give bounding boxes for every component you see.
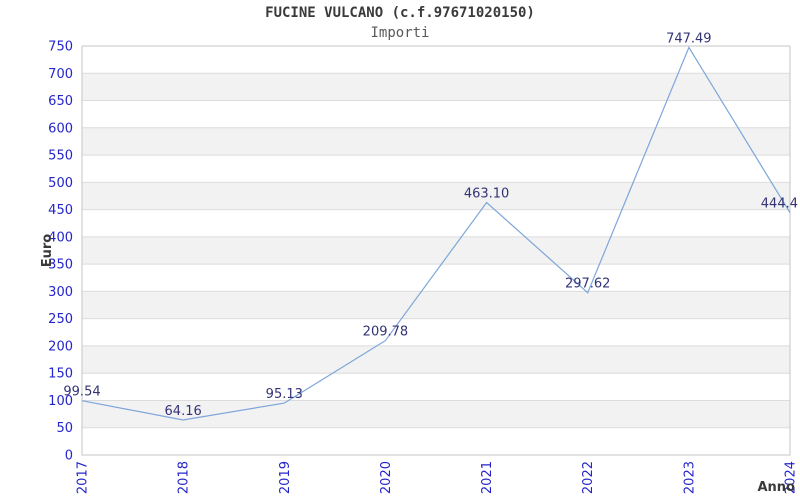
y-tick-label: 400 (48, 230, 73, 245)
y-tick-label: 500 (48, 176, 73, 191)
y-tick-label: 250 (48, 312, 73, 327)
point-label: 463.10 (464, 186, 510, 201)
y-tick-label: 450 (48, 203, 73, 218)
chart-title: FUCINE VULCANO (c.f.97671020150) (265, 5, 535, 21)
grid-band (82, 127, 790, 156)
y-tick-label: 650 (48, 94, 73, 109)
plot-border (81, 45, 791, 456)
y-tick-label: 600 (48, 121, 73, 136)
y-tick-label: 350 (48, 258, 73, 273)
point-label: 95.13 (266, 387, 303, 402)
y-tick-label: 700 (48, 67, 73, 82)
y-axis-title: Euro (40, 234, 55, 268)
point-label: 297.62 (565, 277, 611, 292)
point-label: 99.54 (63, 385, 100, 400)
x-tick-label: 2021 (480, 461, 495, 494)
y-tick-label: 50 (56, 421, 73, 436)
grid-band (82, 345, 790, 374)
data-line (81, 46, 791, 421)
x-tick-label: 2019 (278, 461, 293, 494)
grid-band (82, 291, 790, 319)
grid-band (82, 236, 790, 265)
y-tick-label: 100 (48, 394, 73, 409)
x-tick-label: 2017 (76, 461, 91, 494)
y-tick-label: 0 (65, 449, 73, 464)
grid-band (82, 182, 790, 210)
point-label: 747.49 (666, 31, 712, 46)
x-tick-label: 2020 (379, 461, 394, 494)
y-tick-label: 150 (48, 367, 73, 382)
x-tick-label: 2023 (682, 461, 697, 494)
point-label: 209.78 (363, 325, 409, 340)
chart-subtitle: Importi (370, 25, 430, 41)
x-axis-title: Anno (757, 480, 795, 495)
y-tick-label: 550 (48, 149, 73, 164)
x-tick-label: 2024 (784, 461, 799, 494)
x-tick-label: 2022 (581, 461, 596, 494)
y-tick-label: 750 (48, 40, 73, 55)
point-label: 64.16 (165, 404, 202, 419)
grid-band (82, 73, 790, 101)
point-label: 444.4 (761, 197, 798, 212)
grid-band (82, 400, 790, 428)
y-tick-label: 300 (48, 285, 73, 300)
y-tick-label: 200 (48, 339, 73, 354)
x-tick-label: 2018 (177, 461, 192, 494)
